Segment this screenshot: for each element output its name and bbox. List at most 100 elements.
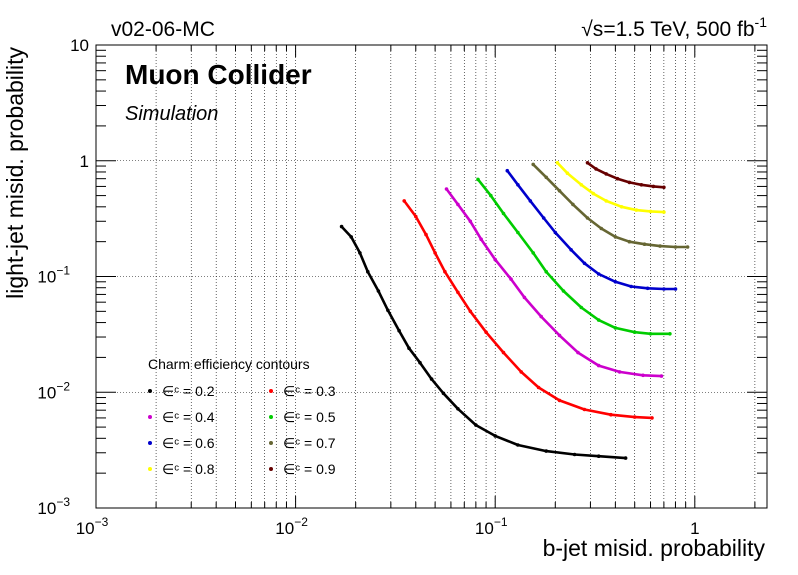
data-point (615, 176, 620, 181)
series-contour (402, 199, 654, 420)
sqrt-s: √s (581, 18, 603, 41)
data-point (505, 168, 510, 173)
data-point (414, 214, 418, 219)
data-point (634, 208, 639, 212)
series-contour (444, 187, 664, 378)
data-point (619, 205, 624, 209)
data-point (516, 443, 520, 447)
data-point (651, 184, 656, 189)
data-point (617, 370, 622, 374)
data-point (479, 237, 483, 241)
legend-marker (148, 467, 152, 471)
legend-label: ∈ᶜ = 0.3 (283, 383, 336, 399)
series-contour (339, 224, 628, 460)
data-point (685, 245, 690, 249)
data-point (582, 407, 587, 412)
grid (96, 45, 767, 508)
x-tick-label: 10−1 (475, 515, 508, 538)
x-tick-label: 10−2 (275, 515, 308, 538)
data-point (456, 407, 460, 411)
data-point (555, 161, 560, 165)
data-point (613, 326, 618, 330)
data-point (493, 434, 498, 438)
data-point (668, 332, 672, 336)
data-point (484, 330, 488, 335)
data-point (397, 328, 401, 333)
data-point (468, 309, 473, 314)
legend-label: ∈ᶜ = 0.6 (162, 435, 215, 451)
y-tick-label: 10−3 (37, 495, 70, 518)
data-point (536, 385, 541, 390)
data-point (623, 456, 628, 460)
data-point (673, 245, 678, 249)
data-point (613, 280, 618, 284)
data-point (339, 224, 344, 229)
data-point (627, 239, 632, 244)
x-tick-label: 10−3 (76, 515, 109, 538)
data-point (576, 350, 580, 355)
data-point (629, 284, 633, 289)
data-point (565, 171, 570, 175)
data-point (662, 185, 666, 190)
energy-label: √s=1.5 TeV, 500 fb-1 (581, 14, 767, 41)
data-point (429, 377, 434, 381)
data-point (531, 162, 535, 167)
data-point (613, 235, 618, 239)
data-point (544, 269, 548, 274)
data-point (579, 183, 584, 187)
data-point (582, 261, 587, 266)
data-point (599, 226, 604, 231)
data-point (650, 416, 654, 420)
data-point (594, 167, 598, 171)
data-point (489, 193, 493, 198)
data-point (642, 242, 647, 246)
data-point (585, 216, 590, 220)
series-line (506, 169, 677, 291)
y-tick-label: 1 (80, 152, 89, 171)
legend-marker (148, 389, 152, 393)
data-point (366, 269, 370, 274)
legend-label: ∈ᶜ = 0.8 (162, 461, 215, 477)
data-point (641, 373, 645, 378)
data-point (544, 449, 548, 453)
data-point (648, 209, 653, 214)
y-tick-label: 10−2 (37, 379, 70, 402)
data-point (662, 210, 666, 214)
data-point (541, 216, 546, 220)
data-point (444, 187, 449, 191)
data-point (519, 370, 523, 374)
data-point (632, 415, 637, 419)
legend-label: ∈ᶜ = 0.2 (162, 383, 215, 399)
data-point (501, 350, 506, 355)
y-tick-label: 10 (70, 36, 89, 55)
data-point (659, 374, 664, 378)
data-point (645, 286, 650, 291)
y-tick-label: 10−1 (37, 264, 70, 287)
data-point (544, 175, 548, 180)
x-axis-title: b-jet misid. probability (543, 535, 766, 561)
legend-marker (269, 389, 273, 393)
series-line (402, 199, 654, 420)
data-point (358, 251, 362, 255)
data-point (418, 360, 422, 365)
data-point (585, 161, 590, 165)
legend-label: ∈ᶜ = 0.9 (283, 461, 336, 477)
data-point (553, 230, 558, 235)
data-point (632, 330, 637, 335)
legend-marker (269, 415, 273, 419)
data-point (476, 177, 480, 182)
version-label: v02-06-MC (111, 18, 215, 41)
series-line (476, 178, 672, 336)
data-point (609, 412, 613, 417)
data-point (468, 219, 473, 224)
legend-label: ∈ᶜ = 0.7 (283, 435, 336, 451)
data-point (424, 232, 428, 237)
data-point (433, 251, 437, 255)
data-point (501, 211, 506, 216)
data-point (528, 199, 533, 203)
legend-marker (148, 441, 152, 445)
lumi-exponent: -1 (755, 14, 768, 30)
data-point (441, 391, 446, 396)
axis-ticks: 10−3 10−2 10−1 1 10−3 10−2 10−1 1 10 (37, 36, 767, 538)
